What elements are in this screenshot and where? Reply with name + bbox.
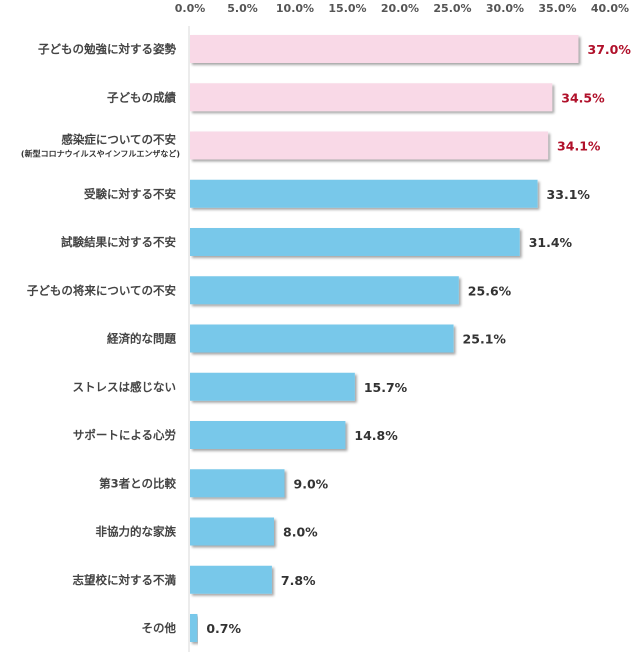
value-label: 7.8% — [281, 573, 316, 588]
bar — [190, 565, 272, 594]
value-label: 34.1% — [557, 139, 601, 154]
value-label: 14.8% — [354, 428, 398, 443]
bar — [190, 469, 285, 498]
x-tick-label: 35.0% — [538, 2, 576, 15]
category-label: 子どもの将来についての不安 — [27, 283, 176, 297]
x-tick-label: 40.0% — [591, 2, 629, 15]
category-label: 志望校に対する不満 — [73, 573, 177, 587]
bar — [190, 83, 553, 112]
category-label: 感染症についての不安 — [61, 133, 176, 147]
category-sublabel: (新型コロナウイルスやインフルエンザなど) — [21, 149, 180, 159]
category-label: 受験に対する不安 — [84, 187, 176, 201]
bar — [190, 324, 454, 353]
value-label: 15.7% — [364, 380, 408, 395]
value-label: 25.6% — [468, 283, 512, 298]
bar — [190, 276, 459, 305]
value-label: 9.0% — [294, 476, 329, 491]
category-label: 非協力的な家族 — [96, 525, 177, 539]
bar — [190, 421, 346, 449]
bar — [190, 179, 538, 208]
value-label: 34.5% — [561, 90, 605, 105]
value-label: 31.4% — [529, 235, 573, 250]
category-label: 子どもの成績 — [107, 90, 176, 104]
value-label: 0.7% — [206, 621, 241, 636]
bar — [190, 131, 549, 160]
x-tick-label: 15.0% — [328, 2, 366, 15]
category-label: サポートによる心労 — [73, 428, 176, 442]
value-label: 37.0% — [588, 42, 632, 57]
value-label: 8.0% — [283, 525, 318, 540]
category-label: その他 — [142, 621, 177, 635]
bar — [190, 614, 198, 642]
category-label: 第3者との比較 — [99, 476, 176, 490]
bar — [190, 372, 355, 401]
x-tick-label: 5.0% — [227, 2, 258, 15]
x-tick-label: 10.0% — [276, 2, 314, 15]
bar — [190, 228, 520, 256]
category-label: 子どもの勉強に対する姿勢 — [38, 42, 176, 56]
bar — [190, 517, 274, 546]
x-tick-label: 0.0% — [175, 2, 206, 15]
category-label: 試験結果に対する不安 — [61, 235, 176, 249]
bar — [190, 35, 579, 63]
x-tick-label: 30.0% — [486, 2, 524, 15]
x-tick-label: 25.0% — [433, 2, 471, 15]
value-label: 33.1% — [547, 187, 591, 202]
value-label: 25.1% — [463, 332, 507, 347]
x-tick-label: 20.0% — [381, 2, 419, 15]
category-label: ストレスは感じない — [73, 380, 177, 394]
category-label: 経済的な問題 — [107, 332, 176, 346]
